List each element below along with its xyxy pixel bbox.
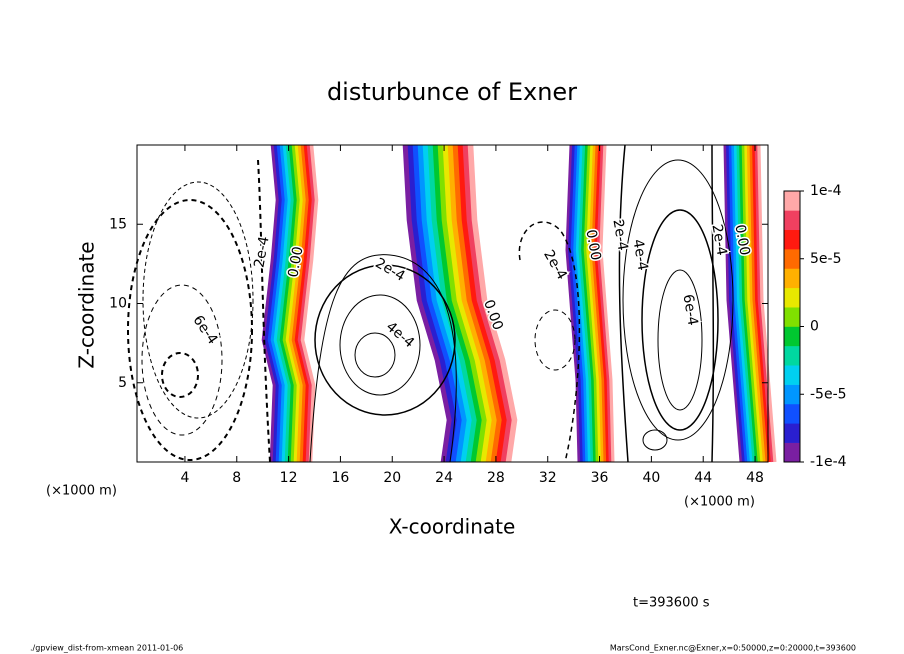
y-tick-label: 5	[118, 375, 127, 391]
plume-band	[467, 144, 518, 463]
plume-band	[442, 144, 493, 463]
footer-left: ./gpview_dist-from-xmean 2011-01-06	[30, 644, 183, 653]
plume-band	[586, 144, 602, 463]
colorbar-segment	[784, 442, 800, 463]
plume-band	[752, 144, 772, 463]
colorbar-segment	[784, 287, 800, 308]
plume-band	[588, 144, 605, 463]
plume-band	[294, 144, 313, 463]
plume-band	[578, 144, 594, 463]
plume-band	[570, 144, 586, 463]
plume-band	[575, 144, 592, 463]
x-unit-label: (×1000 m)	[46, 484, 117, 499]
x-tick-label: 40	[642, 470, 660, 486]
plume-band	[573, 144, 589, 463]
plume-band	[282, 144, 301, 463]
plume-band	[300, 144, 319, 463]
x-tick-label: 24	[435, 470, 453, 486]
x-tick-label: 28	[487, 470, 505, 486]
x-tick-label: 8	[232, 470, 241, 486]
plume-band	[457, 144, 508, 463]
x-tick-label: 32	[539, 470, 557, 486]
plume-band	[279, 144, 298, 463]
plume-band	[417, 144, 468, 463]
plume-band	[746, 144, 767, 463]
colorbar-segment	[784, 345, 800, 366]
plume-band	[270, 144, 289, 463]
plume-band	[285, 144, 304, 463]
plume-band	[741, 144, 761, 463]
plume-band	[723, 144, 743, 463]
colorbar-tick-label: 1e-4	[810, 183, 842, 199]
plume-band	[288, 144, 307, 463]
colorbar-segment	[784, 384, 800, 405]
colorbar-segment	[784, 326, 800, 347]
plume-band	[739, 144, 759, 463]
y-tick-label: 15	[109, 216, 127, 232]
y-tick-label: 10	[109, 296, 127, 312]
plume-band	[432, 144, 483, 463]
plume-band	[291, 144, 310, 463]
colorbar-tick-label: -1e-4	[810, 454, 847, 470]
plume-band	[407, 144, 458, 463]
plume-band	[599, 144, 615, 463]
colorbar-segment	[784, 191, 800, 211]
y-axis-label: Z-coordinate	[75, 241, 99, 368]
plume-band	[757, 144, 777, 463]
colorbar-segment	[784, 365, 800, 385]
plumes	[261, 144, 777, 463]
plume-band	[437, 144, 488, 463]
plume-band	[596, 144, 612, 463]
contours	[127, 144, 734, 463]
colorbar-segment	[784, 268, 800, 289]
plume-band	[726, 144, 746, 463]
plume-band	[422, 144, 473, 463]
colorbar-segment	[784, 403, 800, 424]
plume-band	[297, 144, 316, 463]
plume-band	[273, 144, 292, 463]
time-label: t=393600 s	[633, 596, 710, 611]
x-axis-label: X-coordinate	[389, 515, 516, 539]
plume-band	[733, 144, 754, 463]
x-tick-label: 36	[591, 470, 609, 486]
plume-band	[427, 144, 478, 463]
plume-band	[412, 144, 463, 463]
plume-band	[568, 144, 584, 463]
plume-band	[731, 144, 751, 463]
plume-band	[565, 144, 581, 463]
colorbar-segment	[784, 210, 800, 231]
colorbar-tick-label: -5e-5	[810, 386, 847, 402]
plume-band	[594, 144, 610, 463]
x-tick-label: 48	[746, 470, 764, 486]
plume-band	[581, 144, 597, 463]
plume-band	[267, 144, 286, 463]
plume-band	[261, 144, 280, 463]
colorbar-segment	[784, 423, 800, 443]
x-tick-label: 44	[694, 470, 712, 486]
plume-band	[264, 144, 283, 463]
colorbar-tick-label: 5e-5	[810, 251, 841, 267]
x-tick-label: 12	[280, 470, 298, 486]
x-tick-label: 16	[332, 470, 350, 486]
plume-band	[591, 144, 607, 463]
plume-band	[744, 144, 764, 463]
footer-right: MarsCond_Exner.nc@Exner,x=0:50000,z=0:20…	[610, 644, 856, 653]
plume-band	[276, 144, 295, 463]
plume-band	[402, 144, 453, 463]
plume-band	[583, 144, 599, 463]
colorbar-tick-label: 0	[810, 319, 819, 335]
chart-title: disturbunce of Exner	[327, 78, 577, 106]
colorbar-segment	[784, 249, 800, 269]
plume-band	[447, 144, 498, 463]
x-unit-label: (×1000 m)	[684, 495, 755, 510]
plume-band	[462, 144, 513, 463]
plume-band	[749, 144, 769, 463]
colorbar-segment	[784, 229, 800, 250]
plume-band	[736, 144, 756, 463]
x-tick-label: 20	[383, 470, 401, 486]
plume-band	[452, 144, 503, 463]
colorbar-segment	[784, 307, 800, 327]
x-tick-label: 4	[180, 470, 189, 486]
